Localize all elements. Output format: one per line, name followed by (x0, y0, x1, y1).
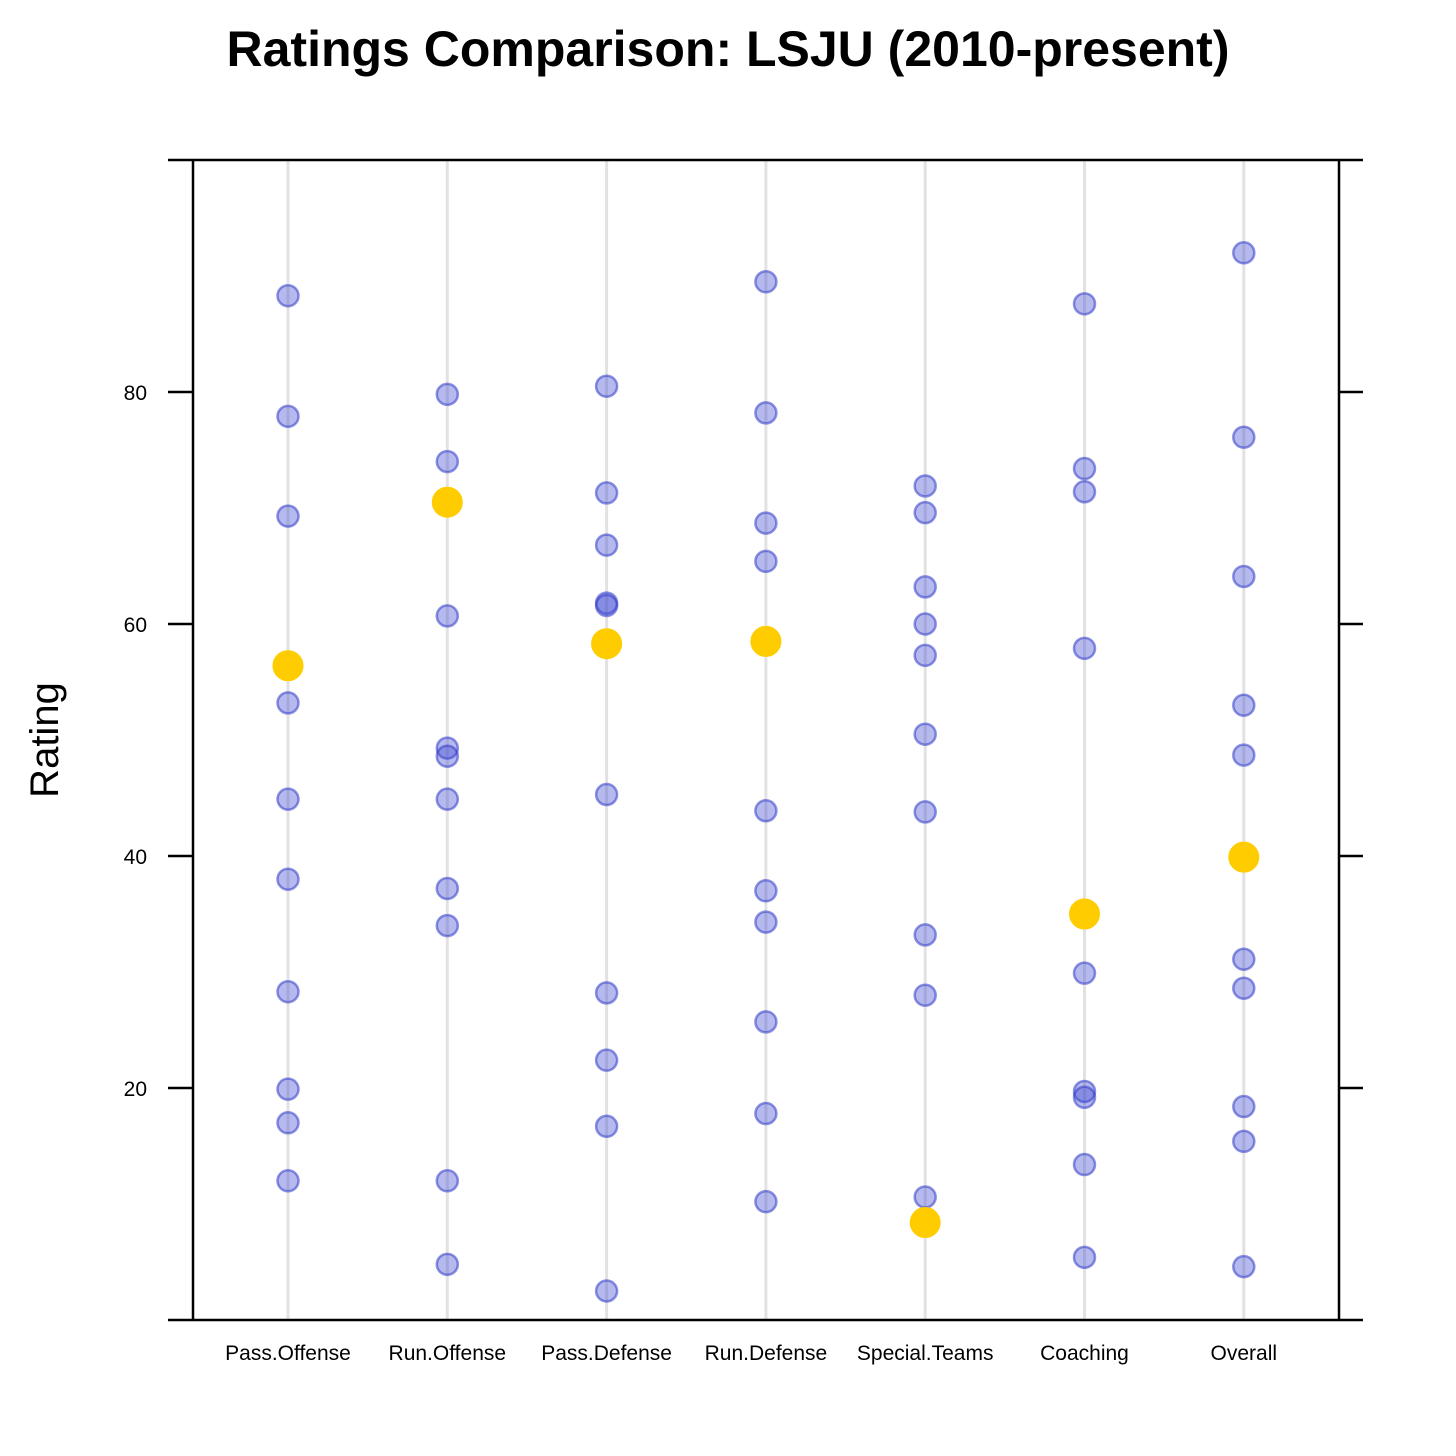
point-team (431, 486, 463, 518)
y-tick-label: 40 (124, 846, 147, 869)
point-other (913, 800, 937, 824)
point-team (1228, 841, 1260, 873)
point-other (435, 1252, 460, 1277)
point-other (913, 643, 937, 668)
point-other (435, 744, 460, 768)
x-tick-label: Pass.Defense (541, 1342, 672, 1365)
point-other (276, 691, 300, 715)
point-other (276, 867, 300, 891)
point-other (913, 722, 937, 746)
point-other (1072, 1152, 1097, 1177)
point-other (754, 879, 778, 903)
point-other (276, 504, 300, 528)
points-team (272, 486, 1260, 1239)
point-team (591, 628, 623, 660)
point-other (1232, 976, 1256, 1000)
x-axis: Pass.Offense Run.Offense Pass.Defense Run.D… (225, 1342, 1277, 1365)
point-other (594, 533, 619, 557)
point-other (913, 1185, 937, 1209)
point-other (1232, 241, 1256, 265)
point-team (909, 1207, 941, 1239)
point-other (594, 782, 619, 807)
chart-title: Ratings Comparison: LSJU (2010-present) (227, 21, 1230, 77)
point-other (1072, 1245, 1097, 1270)
point-other (754, 1101, 778, 1126)
point-other (1232, 1129, 1256, 1154)
point-other (594, 593, 619, 618)
point-other (594, 1279, 619, 1303)
point-other (754, 1189, 778, 1214)
plot-frame (168, 158, 1363, 1322)
point-other (435, 787, 460, 811)
point-other (435, 736, 460, 760)
point-other (594, 1114, 619, 1139)
point-other (594, 374, 619, 398)
point-other (594, 1048, 619, 1072)
point-other (1072, 1085, 1097, 1110)
point-other (435, 382, 460, 407)
points-others (276, 241, 1256, 1303)
x-tick-label: Overall (1211, 1342, 1278, 1365)
point-other (754, 549, 778, 574)
point-other (913, 575, 937, 599)
point-other (1232, 1094, 1256, 1119)
y-axis-label: Rating (23, 682, 67, 798)
point-other (276, 283, 300, 308)
point-other (1232, 1254, 1256, 1279)
point-other (276, 787, 300, 811)
point-other (754, 511, 778, 535)
point-other (276, 1111, 300, 1135)
y-tick-label: 80 (124, 382, 147, 405)
point-other (1072, 456, 1097, 481)
point-other (1072, 480, 1097, 504)
y-axis: 20 40 60 80 (124, 382, 1363, 1101)
point-other (754, 910, 778, 934)
point-other (754, 799, 778, 823)
point-other (913, 983, 937, 1007)
point-other (1232, 947, 1256, 971)
point-other (276, 1169, 300, 1193)
point-other (435, 913, 460, 938)
y-tick-label: 60 (124, 614, 147, 637)
point-other (754, 270, 778, 294)
y-tick-label: 20 (124, 1078, 147, 1101)
x-tick-label: Pass.Offense (225, 1342, 351, 1365)
point-team (750, 625, 782, 657)
point-other (276, 404, 300, 429)
point-other (1232, 743, 1256, 767)
point-other (435, 449, 460, 474)
point-other (1072, 636, 1097, 661)
point-other (1072, 961, 1097, 985)
point-other (435, 604, 460, 628)
x-tick-label: Run.Offense (389, 1342, 507, 1365)
point-other (754, 1010, 778, 1034)
point-other (1072, 1079, 1097, 1104)
gridlines (286, 160, 1246, 1320)
x-tick-label: Coaching (1040, 1342, 1129, 1365)
point-other (1232, 693, 1256, 717)
point-other (276, 1077, 300, 1101)
point-team (272, 650, 304, 682)
point-other (435, 1169, 460, 1193)
point-team (1069, 898, 1100, 930)
point-other (913, 500, 937, 525)
x-tick-label: Run.Defense (705, 1342, 828, 1365)
point-other (1072, 292, 1097, 316)
point-other (276, 979, 300, 1004)
point-other (435, 876, 460, 901)
point-other (594, 481, 619, 505)
point-other (1232, 564, 1256, 589)
point-other (1232, 425, 1256, 449)
point-other (754, 401, 778, 425)
point-other (913, 474, 937, 498)
x-tick-label: Special.Teams (857, 1342, 994, 1365)
point-other (913, 923, 937, 947)
point-other (594, 981, 619, 1005)
point-other (913, 612, 937, 636)
